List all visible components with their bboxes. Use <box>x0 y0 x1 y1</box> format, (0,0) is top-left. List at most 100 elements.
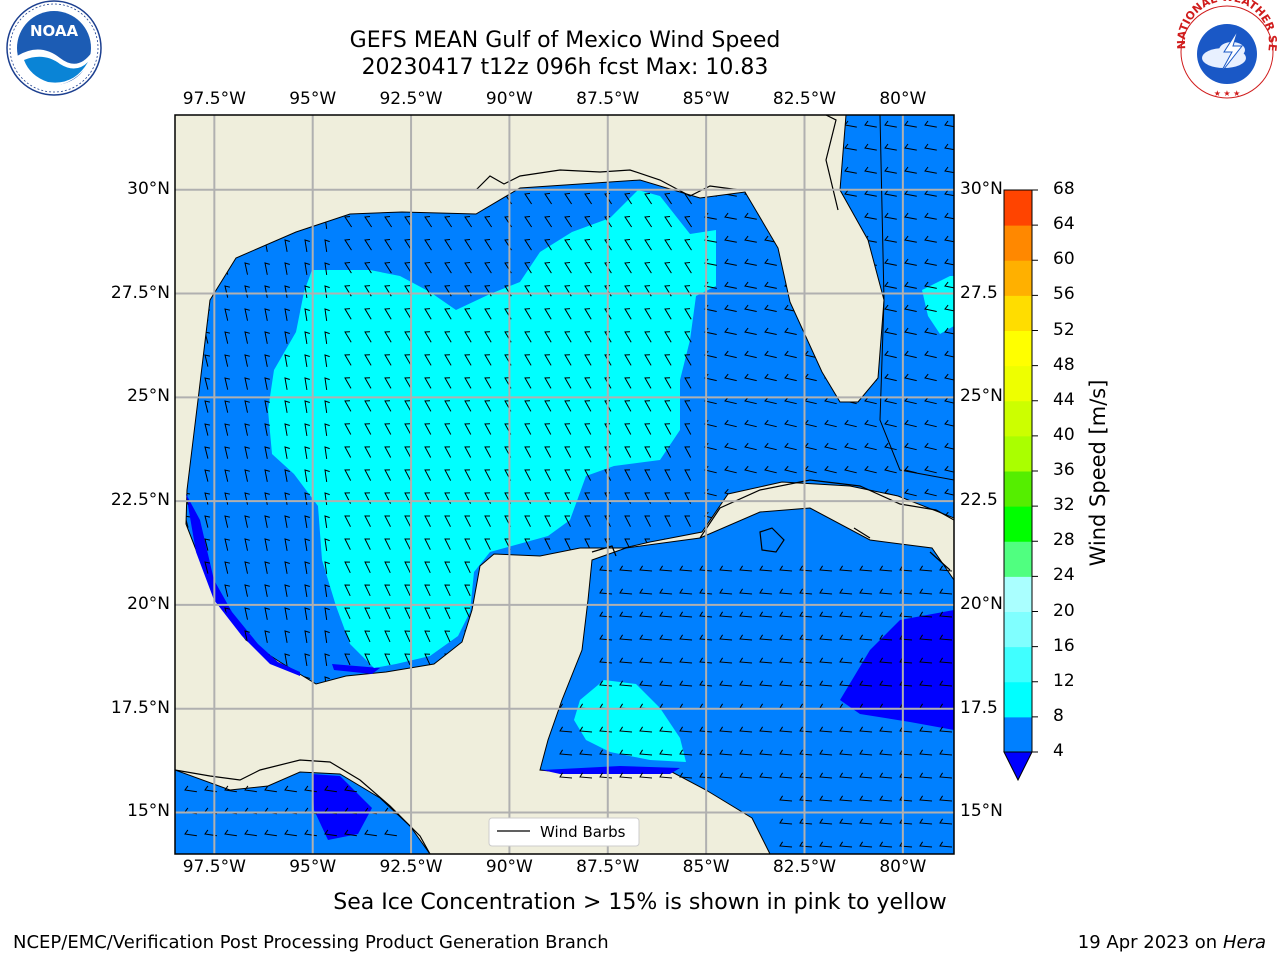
wind-barb <box>324 446 330 459</box>
wind-barb <box>884 488 897 497</box>
wind-barb <box>904 350 917 359</box>
wind-barb <box>424 538 431 550</box>
legend-label: Wind Barbs <box>540 823 626 841</box>
wind-barb <box>759 726 773 733</box>
wind-barb <box>764 258 777 266</box>
wind-barb <box>384 469 392 481</box>
wind-barb <box>824 419 837 428</box>
wind-barb <box>464 354 472 366</box>
map-title: GEFS MEAN Gulf of Mexico Wind Speed <box>349 28 781 53</box>
wind-barb <box>364 630 371 643</box>
wind-barb <box>444 538 451 550</box>
wind-barb <box>764 327 777 335</box>
wind-barb <box>444 630 451 643</box>
wind-barb <box>759 565 773 572</box>
wind-barb <box>839 726 853 733</box>
wind-barb <box>884 327 897 335</box>
wind-barb <box>619 657 633 664</box>
wind-barb <box>879 726 893 733</box>
wind-barb <box>584 400 592 412</box>
wind-barb <box>544 308 552 320</box>
colorbar-segment <box>1004 506 1032 542</box>
wind-barb <box>584 216 593 228</box>
wind-barb <box>324 331 330 344</box>
wind-barb <box>644 192 653 205</box>
wind-barb <box>364 216 373 228</box>
wind-barb <box>899 726 913 733</box>
wind-barb <box>384 561 391 574</box>
wind-barb <box>624 354 632 366</box>
wind-barb <box>244 423 250 436</box>
wind-barb <box>659 657 673 664</box>
wind-barb <box>639 657 653 664</box>
wind-barb <box>464 423 472 435</box>
wind-barb <box>264 308 270 321</box>
wind-barb <box>424 308 432 320</box>
noaa-logo-text: NOAA <box>30 22 79 40</box>
wind-barb <box>899 611 913 618</box>
wind-barb <box>364 492 372 504</box>
wind-barb <box>424 561 431 574</box>
wind-barb <box>444 239 452 251</box>
wind-barb <box>344 515 351 527</box>
wind-barb <box>564 331 572 343</box>
wind-barb <box>719 611 733 618</box>
wind-barb <box>204 515 211 528</box>
wind-barb <box>739 565 753 572</box>
wind-barb <box>464 239 472 251</box>
wind-barb <box>484 216 493 228</box>
wind-barb <box>619 565 633 572</box>
wind-barb <box>324 354 330 367</box>
wind-barb <box>884 189 897 197</box>
wind-barb <box>884 465 897 474</box>
wind-barb <box>664 239 672 251</box>
wind-barb <box>244 400 250 413</box>
wind-barb <box>839 772 853 779</box>
wind-barb <box>619 749 633 756</box>
wind-barb <box>944 212 954 220</box>
wind-barb <box>644 446 652 458</box>
wind-barb <box>424 653 431 666</box>
wind-barb <box>819 680 833 687</box>
wind-barb <box>884 350 897 359</box>
wind-barb <box>944 350 954 359</box>
wind-barb <box>404 423 412 435</box>
wind-barb <box>424 423 432 435</box>
wind-barb <box>919 588 933 595</box>
wind-barb <box>904 281 917 289</box>
wind-barb <box>879 611 893 618</box>
wind-barb <box>204 400 211 413</box>
wind-barb <box>464 584 471 597</box>
wind-barb <box>919 565 933 572</box>
wind-barb <box>944 258 954 266</box>
wind-barb <box>879 841 893 848</box>
wind-barb <box>839 749 853 756</box>
wind-barb <box>344 829 357 837</box>
wind-barb <box>484 262 492 274</box>
wind-barb <box>899 680 913 687</box>
wind-barb <box>684 354 692 366</box>
wind-barb <box>624 308 632 320</box>
wind-barb <box>584 262 592 274</box>
wind-barb <box>484 492 492 504</box>
wind-barb <box>344 216 353 228</box>
wind-barb <box>424 630 431 643</box>
lat-tick-left: 20°N <box>127 593 170 614</box>
wind-barb <box>444 331 452 343</box>
wind-barb <box>879 680 893 687</box>
wind-barb <box>244 354 250 367</box>
wind-barb <box>444 354 452 366</box>
wind-barb <box>659 680 673 687</box>
lat-tick-left: 27.5°N <box>110 282 170 303</box>
wind-barb <box>564 515 571 527</box>
wind-barb <box>824 465 837 474</box>
wind-barb <box>879 565 893 572</box>
map-frame <box>174 114 955 855</box>
wind-barb <box>864 442 877 451</box>
wind-barb <box>344 469 352 481</box>
wind-barb <box>779 841 793 848</box>
wind-barb <box>424 331 432 343</box>
wind-barb <box>284 400 290 413</box>
lon-tick-top: 80°W <box>879 89 927 109</box>
wind-barb <box>384 354 392 366</box>
